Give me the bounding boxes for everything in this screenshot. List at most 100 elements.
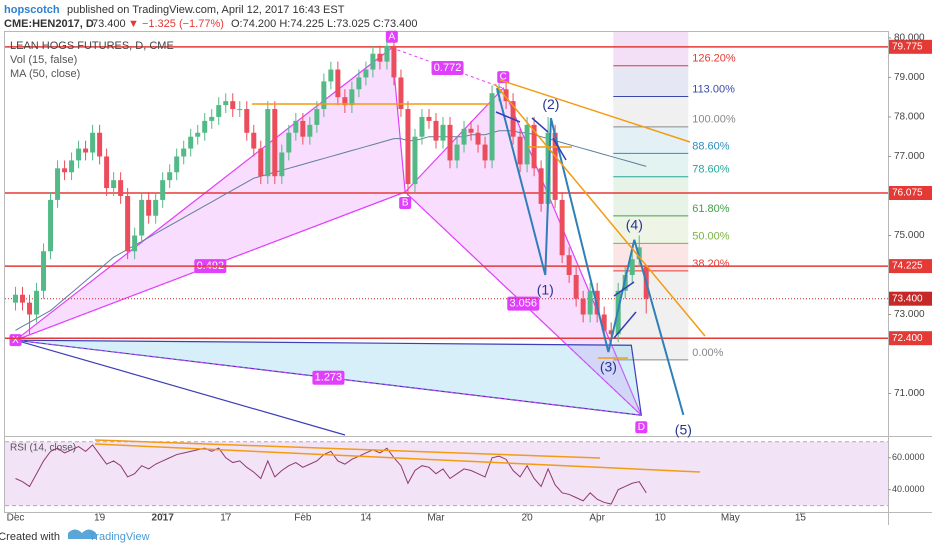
- candle-body: [272, 109, 278, 177]
- fib-band: [613, 176, 689, 216]
- x-tick-label: 20: [522, 513, 534, 524]
- level-tag-label: 72.400: [892, 333, 923, 344]
- candle-body: [48, 199, 54, 252]
- candle-body: [237, 109, 243, 111]
- candle-body: [223, 101, 229, 106]
- candle-body: [545, 132, 551, 204]
- channel-line: [552, 137, 567, 161]
- trendlines: [94, 79, 706, 473]
- x-tick-label: Mar: [427, 513, 445, 524]
- price: 73.400: [92, 18, 126, 30]
- candle-body: [300, 120, 306, 137]
- x-tick-label: 10: [655, 513, 667, 524]
- chart-title: LEAN HOGS FUTURES, D, CME: [10, 40, 174, 52]
- wave-label: (1): [537, 282, 554, 298]
- candle-body: [160, 180, 166, 200]
- fib-band: [613, 126, 689, 154]
- candle-body: [293, 120, 299, 133]
- candle-body: [34, 290, 40, 315]
- wave-label: (4): [626, 217, 643, 233]
- candle-body: [342, 97, 348, 106]
- level-tag: [889, 259, 932, 274]
- wave-label: (3): [600, 359, 617, 375]
- ma-line: [15, 130, 647, 331]
- candle-body: [370, 53, 376, 70]
- candle-body: [468, 128, 474, 133]
- fib-label: 38.20%: [692, 258, 730, 270]
- level-tag-label: 79.775: [892, 41, 923, 52]
- candle-body: [167, 172, 173, 181]
- pattern-ratio-box: [507, 296, 540, 311]
- y-tick-label: 77.000: [894, 151, 925, 162]
- fib-band: [613, 153, 689, 177]
- x-tick-label: 2017: [152, 513, 175, 524]
- ohlc: O:74.200 H:74.225 L:73.025 C:73.400: [231, 18, 418, 30]
- rsi-trendline: [94, 439, 601, 459]
- candle-body: [111, 180, 117, 189]
- candle-body: [69, 160, 75, 173]
- pattern-ratio: 3.056: [509, 298, 537, 310]
- fib-label: 100.00%: [692, 114, 736, 126]
- pattern-ratio: 1.273: [315, 372, 343, 384]
- author[interactable]: hopscotch: [4, 4, 60, 16]
- wave-line: [495, 87, 685, 416]
- x-tick-label: 19: [94, 513, 106, 524]
- candle-body: [265, 109, 271, 177]
- y-tick-label: 73.000: [894, 309, 925, 320]
- level-tag: [889, 331, 932, 346]
- candle-body: [146, 199, 152, 216]
- change: ▼ −1.325 (−1.77%): [128, 18, 224, 30]
- candle-body: [230, 101, 236, 110]
- candle-body: [195, 132, 201, 137]
- last-price-label: 73.400: [892, 293, 923, 304]
- level-tag-label: 76.075: [892, 188, 923, 199]
- candle-body: [573, 274, 579, 299]
- candle-body: [629, 259, 635, 275]
- pattern-point-box: [399, 197, 412, 210]
- candle-body: [482, 144, 488, 161]
- candle-body: [55, 168, 61, 200]
- candle-body: [13, 294, 19, 303]
- candle-body: [335, 69, 341, 98]
- pattern-ratio: 0.772: [434, 62, 462, 74]
- x-tick-label: 14: [360, 513, 372, 524]
- footer-brand[interactable]: TradingView: [89, 531, 150, 543]
- candle-body: [139, 199, 145, 236]
- channel-line: [531, 117, 549, 133]
- rsi-tick-label: 60.0000: [892, 452, 925, 462]
- pattern-point-label: A: [389, 31, 396, 42]
- rsi-tick-label: 40.0000: [892, 484, 925, 494]
- level-tag: [889, 39, 932, 54]
- candle-body: [552, 132, 558, 200]
- candle-body: [279, 152, 285, 177]
- candle-body: [41, 251, 47, 291]
- pattern-point-label: C: [500, 72, 507, 83]
- pattern-ratio-box: [312, 370, 345, 385]
- candle-body: [27, 302, 33, 315]
- candle-body: [314, 109, 320, 125]
- fib-label: 126.20%: [692, 53, 736, 65]
- x-tick-label: 17: [220, 513, 232, 524]
- candle-body: [97, 132, 103, 157]
- candle-body: [454, 144, 460, 161]
- fib-label: 61.80%: [692, 203, 730, 215]
- candle-body: [321, 81, 327, 110]
- candle-body: [419, 116, 425, 137]
- rsi-trendline: [94, 443, 701, 473]
- candle-body: [412, 136, 418, 185]
- pattern-ratio-box: [431, 60, 464, 75]
- fib-band: [613, 65, 689, 97]
- candle-body: [426, 116, 432, 121]
- candle-body: [489, 93, 495, 161]
- fib-label: 50.00%: [692, 230, 730, 242]
- channel-line: [495, 111, 521, 123]
- symbol: CME:HEN2017, D: [4, 18, 94, 30]
- candle-body: [391, 45, 397, 78]
- candle-body: [496, 89, 502, 94]
- candle-body: [447, 124, 453, 161]
- rsi-legend: RSI (14, close): [10, 443, 76, 454]
- fib-band: [613, 96, 689, 127]
- candle-body: [62, 168, 68, 173]
- candle-body: [503, 89, 509, 102]
